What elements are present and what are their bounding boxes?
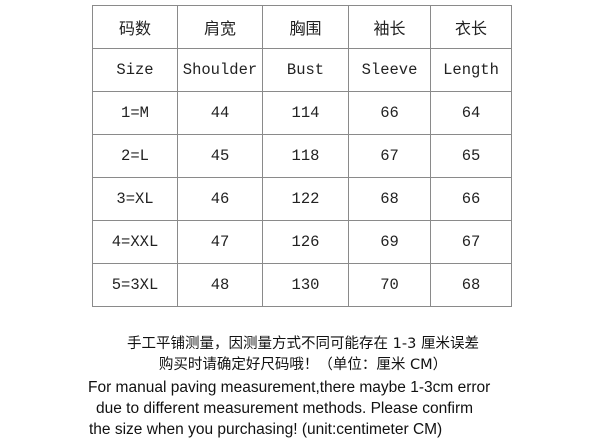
header-row-chinese: 码数 肩宽 胸围 袖长 衣长 — [92, 5, 512, 49]
table-cell: 126 — [262, 220, 349, 264]
table-cell: 130 — [262, 263, 349, 307]
header-cell: 码数 — [92, 5, 178, 49]
header-cell: 衣长 — [430, 5, 512, 49]
note-english-line-3: the size when you purchasing! (unit:cent… — [89, 421, 443, 439]
table-row: 3=XL 46 122 68 66 — [92, 177, 512, 221]
table-cell: 70 — [348, 263, 431, 307]
header-cell: Length — [430, 48, 512, 92]
header-cell: 袖长 — [348, 5, 431, 49]
table-cell: 68 — [430, 263, 512, 307]
header-cell: Sleeve — [348, 48, 431, 92]
table-row: 4=XXL 47 126 69 67 — [92, 220, 512, 264]
note-english-line-2: due to different measurement methods. Pl… — [96, 399, 474, 417]
table-cell: 67 — [430, 220, 512, 264]
table-cell: 44 — [177, 91, 263, 135]
table-cell: 4=XXL — [92, 220, 178, 264]
table-cell: 65 — [430, 134, 512, 178]
table-cell: 5=3XL — [92, 263, 178, 307]
table-cell: 3=XL — [92, 177, 178, 221]
header-row-english: Size Shoulder Bust Sleeve Length — [92, 48, 512, 92]
table-cell: 2=L — [92, 134, 178, 178]
table-cell: 46 — [177, 177, 263, 221]
table-cell: 48 — [177, 263, 263, 307]
header-cell: Bust — [262, 48, 349, 92]
table-cell: 67 — [348, 134, 431, 178]
table-row: 1=M 44 114 66 64 — [92, 91, 512, 135]
table-cell: 64 — [430, 91, 512, 135]
table-cell: 69 — [348, 220, 431, 264]
measurement-note: 手工平铺测量，因测量方式不同可能存在 1-3 厘米误差 购买时请确定好尺码哦！（… — [0, 334, 606, 440]
table-cell: 66 — [348, 91, 431, 135]
table-row: 5=3XL 48 130 70 68 — [92, 263, 512, 307]
table-row: 2=L 45 118 67 65 — [92, 134, 512, 178]
header-cell: Size — [92, 48, 178, 92]
table-cell: 118 — [262, 134, 349, 178]
note-chinese-line-1: 手工平铺测量，因测量方式不同可能存在 1-3 厘米误差 — [127, 336, 479, 352]
header-cell: 胸围 — [262, 5, 349, 49]
table-cell: 122 — [262, 177, 349, 221]
header-cell: 肩宽 — [177, 5, 263, 49]
table-cell: 66 — [430, 177, 512, 221]
header-cell: Shoulder — [177, 48, 263, 92]
table-cell: 45 — [177, 134, 263, 178]
table-cell: 114 — [262, 91, 349, 135]
note-chinese-line-2: 购买时请确定好尺码哦！（单位：厘米 CM） — [158, 357, 448, 374]
table-cell: 68 — [348, 177, 431, 221]
table-cell: 1=M — [92, 91, 178, 135]
note-english-line-1: For manual paving measurement,there mayb… — [88, 378, 491, 396]
size-chart-table: 码数 肩宽 胸围 袖长 衣长 Size Shoulder Bust Sleeve… — [92, 5, 512, 307]
table-cell: 47 — [177, 220, 263, 264]
